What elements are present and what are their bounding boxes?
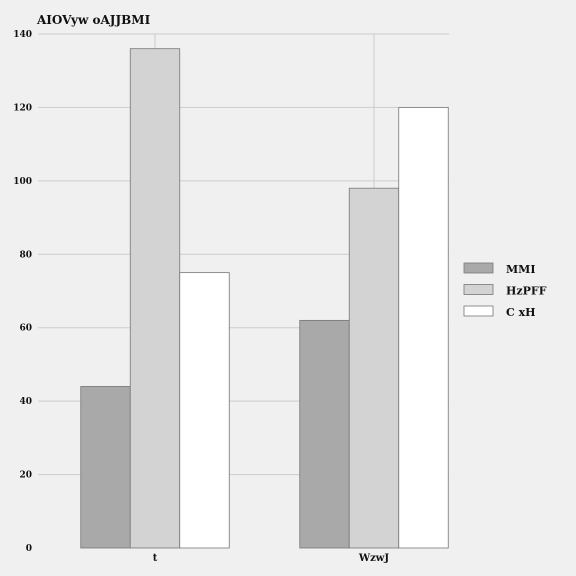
legend-label: C xH xyxy=(506,306,536,319)
bar-mmi-1 xyxy=(299,319,350,549)
y-tick-label: 100 xyxy=(13,177,32,187)
legend-label: MMI xyxy=(506,263,536,276)
bar-c-xh-0 xyxy=(179,272,230,549)
bar-mmi-0 xyxy=(80,386,131,549)
legend-swatch xyxy=(463,262,494,274)
legend-label: HzPFF xyxy=(506,285,547,298)
bars xyxy=(80,48,449,549)
bar-c-xh-1 xyxy=(398,107,449,549)
bar-hzpff-0 xyxy=(129,48,181,549)
y-tick-label: 140 xyxy=(13,30,32,40)
y-tick-label: 20 xyxy=(19,471,32,481)
y-tick-label: 60 xyxy=(19,324,32,334)
bar-hzpff-1 xyxy=(348,187,400,549)
y-tick-label: 40 xyxy=(19,397,32,407)
y-tick-label: 120 xyxy=(13,103,32,113)
legend-swatch xyxy=(463,284,494,295)
legend-swatch xyxy=(463,305,494,317)
x-tick-label: WzwJ xyxy=(358,553,390,564)
x-axis-ticks: t WzwJ xyxy=(153,553,390,564)
chart-title: AIOVyw oAJJBMI xyxy=(36,13,151,27)
legend: MMI HzPFF C xH xyxy=(463,262,547,319)
y-tick-label: 80 xyxy=(19,250,32,260)
y-axis-ticks: 0 20 40 60 80 100 120 140 xyxy=(13,30,32,554)
y-tick-label: 0 xyxy=(26,544,32,554)
x-tick-label: t xyxy=(153,553,158,564)
